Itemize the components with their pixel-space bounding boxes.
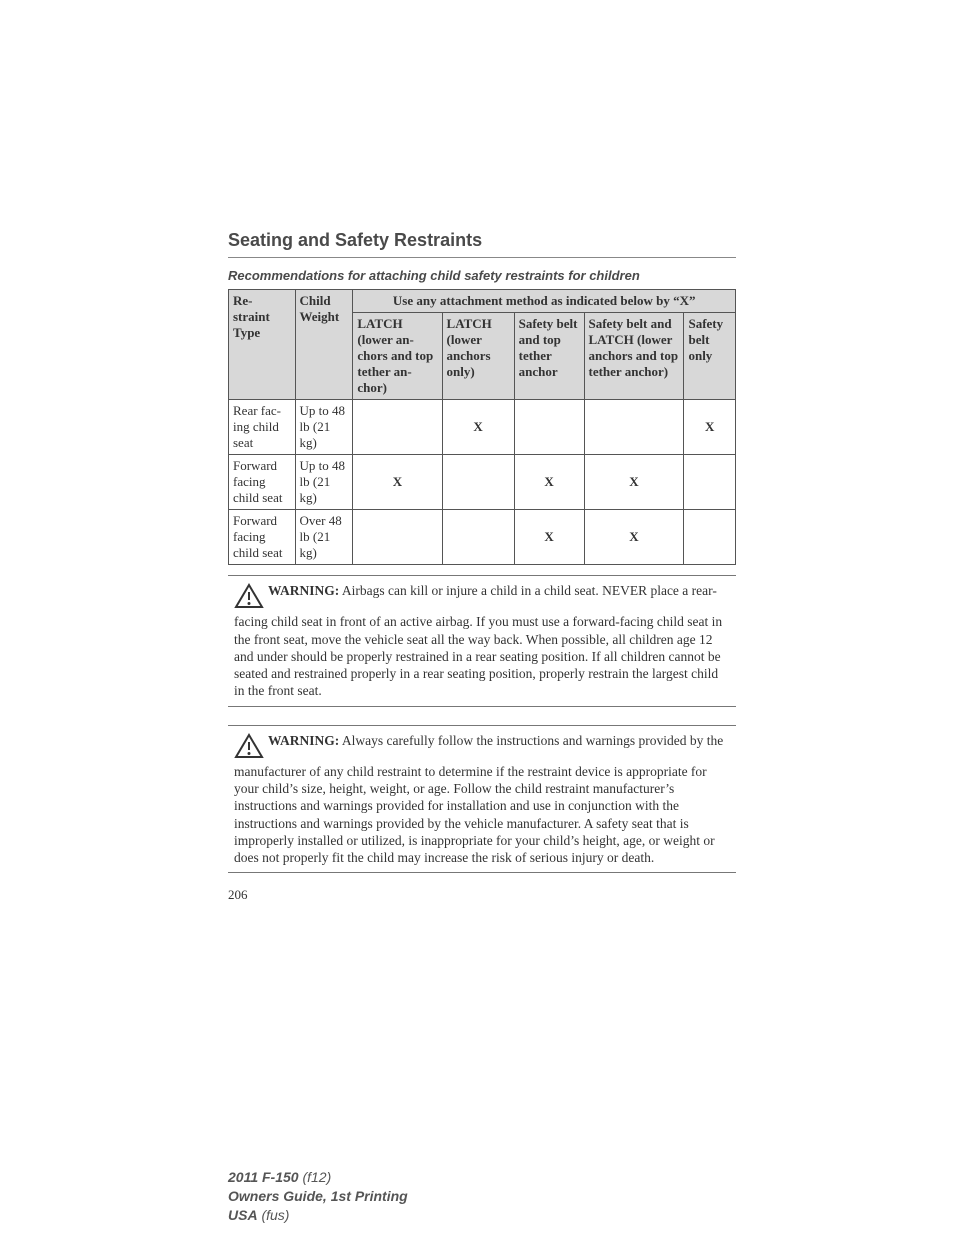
col-header-4: Safety belt only <box>684 313 736 400</box>
warning-text: Airbags can kill or injure a child in a … <box>234 583 722 698</box>
footer-code1: (f12) <box>302 1169 331 1185</box>
footer-model: 2011 F-150 <box>228 1169 299 1185</box>
warning-icon <box>234 583 264 613</box>
cell-mark <box>442 510 514 565</box>
col-restraint-type: Re- straint Type <box>229 290 296 400</box>
restraint-table: Re- straint Type Child Weight Use any at… <box>228 289 736 565</box>
cell-restraint-type: Forward facing child seat <box>229 455 296 510</box>
warning-text: Always carefully follow the instructions… <box>234 733 723 866</box>
cell-mark: X <box>514 510 584 565</box>
table-row: Forward facing child seatOver 48 lb (21 … <box>229 510 736 565</box>
cell-mark: X <box>684 400 736 455</box>
title-rule <box>228 257 736 258</box>
cell-mark <box>514 400 584 455</box>
table-row: Forward facing child seatUp to 48 lb (21… <box>229 455 736 510</box>
cell-mark <box>684 510 736 565</box>
col-header-0: LATCH (lower an- chors and top tether an… <box>353 313 442 400</box>
cell-mark <box>353 510 442 565</box>
cell-mark: X <box>584 455 684 510</box>
table-caption: Recommendations for attaching child safe… <box>228 268 736 283</box>
cell-restraint-type: Forward facing child seat <box>229 510 296 565</box>
cell-mark: X <box>514 455 584 510</box>
col-header-1: LATCH (lower anchors only) <box>442 313 514 400</box>
cell-mark: X <box>353 455 442 510</box>
footer-line1: 2011 F-150 (f12) <box>228 1168 408 1187</box>
footer-line3: USA (fus) <box>228 1206 408 1225</box>
cell-restraint-type: Rear fac- ing child seat <box>229 400 296 455</box>
cell-child-weight: Over 48 lb (21 kg) <box>295 510 353 565</box>
warning-box: WARNING: Always carefully follow the ins… <box>228 725 736 874</box>
table-row: Rear fac- ing child seatUp to 48 lb (21 … <box>229 400 736 455</box>
col-child-weight: Child Weight <box>295 290 353 400</box>
cell-child-weight: Up to 48 lb (21 kg) <box>295 455 353 510</box>
warning-box: WARNING: Airbags can kill or injure a ch… <box>228 575 736 707</box>
cell-mark: X <box>584 510 684 565</box>
cell-child-weight: Up to 48 lb (21 kg) <box>295 400 353 455</box>
warning-label: WARNING: <box>268 733 339 748</box>
cell-mark <box>584 400 684 455</box>
cell-mark: X <box>442 400 514 455</box>
warning-icon <box>234 733 264 763</box>
section-title: Seating and Safety Restraints <box>228 230 736 251</box>
warning-label: WARNING: <box>268 583 339 598</box>
cell-mark <box>353 400 442 455</box>
footer-region: USA <box>228 1207 258 1223</box>
footer: 2011 F-150 (f12) Owners Guide, 1st Print… <box>228 1168 408 1225</box>
page-number: 206 <box>228 887 736 903</box>
col-spanner: Use any attachment method as indicated b… <box>353 290 736 313</box>
cell-mark <box>442 455 514 510</box>
col-header-3: Safety belt and LATCH (lower anchors and… <box>584 313 684 400</box>
footer-code2: (fus) <box>261 1207 289 1223</box>
cell-mark <box>684 455 736 510</box>
col-header-2: Safety belt and top tether anchor <box>514 313 584 400</box>
footer-line2: Owners Guide, 1st Printing <box>228 1187 408 1206</box>
